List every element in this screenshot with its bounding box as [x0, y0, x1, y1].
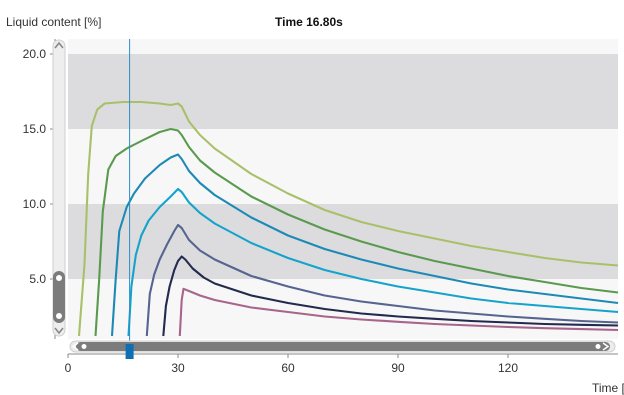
series-line	[77, 100, 619, 337]
horizontal-scrollbar-thumb[interactable]	[76, 342, 610, 351]
y-tick-label: 10.0	[23, 197, 47, 211]
scroll-thumb-grip-right	[595, 344, 601, 349]
series-line	[110, 153, 619, 337]
y-tick-label: 15.0	[23, 122, 47, 136]
grid-band	[68, 54, 618, 129]
vertical-scrollbar-thumb[interactable]	[53, 271, 65, 323]
series-line	[178, 287, 619, 337]
scroll-down-icon[interactable]	[54, 327, 64, 335]
scroll-right-icon[interactable]	[602, 342, 610, 351]
scroll-thumb-grip-top	[56, 275, 62, 281]
series-line	[162, 255, 619, 337]
series-line	[127, 187, 619, 337]
series-line	[145, 223, 619, 337]
y-tick-label: 5.0	[29, 272, 46, 286]
x-tick-label: 30	[171, 361, 185, 375]
series-line	[94, 127, 619, 337]
y-tick-label: 20.0	[23, 47, 47, 61]
x-tick-label: 60	[281, 361, 295, 375]
x-tick-label: 90	[391, 361, 405, 375]
scroll-left-icon[interactable]	[71, 342, 79, 351]
x-tick-label: 120	[498, 361, 518, 375]
chart-title: Time 16.80s	[275, 15, 343, 29]
scroll-thumb-grip-bottom	[56, 313, 62, 319]
vertical-scrollbar-track[interactable]	[52, 39, 66, 337]
x-tick-label: 0	[65, 361, 72, 375]
y-axis-label: Liquid content [%]	[6, 15, 102, 29]
x-axis-label: Time [	[592, 381, 624, 395]
scroll-thumb-grip-left	[81, 344, 87, 349]
scroll-up-icon[interactable]	[54, 41, 64, 49]
time-cursor-handle[interactable]	[125, 344, 134, 359]
